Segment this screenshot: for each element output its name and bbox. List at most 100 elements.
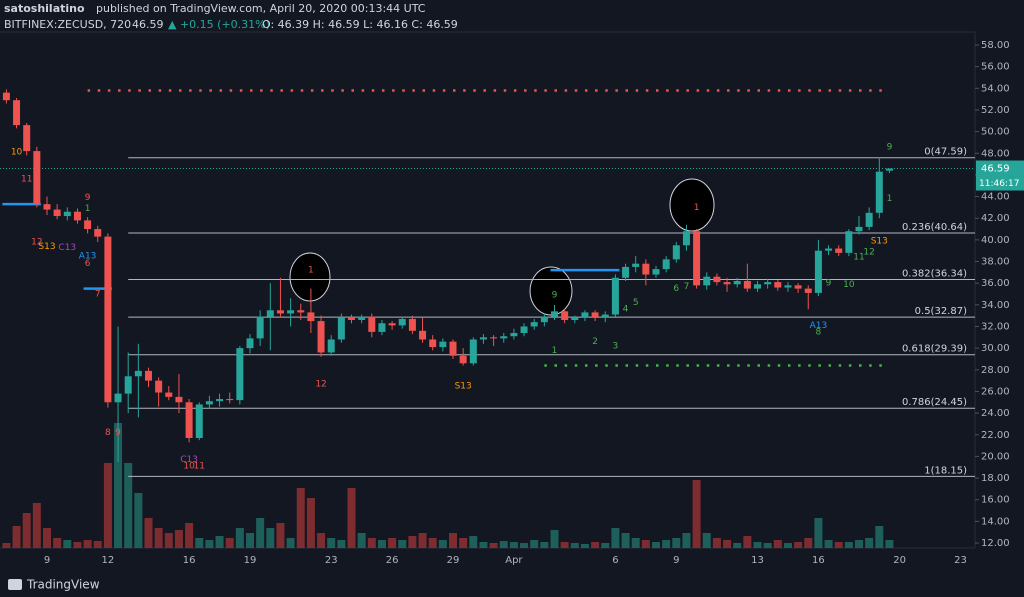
volume-bar [154,528,163,548]
published: published on TradingView.com, April 20, … [96,2,426,15]
td-label: 4 [623,305,629,315]
candle-body [794,285,802,289]
candle-body [743,281,751,289]
candle-body [693,231,701,286]
td-label: 9 [552,291,558,301]
price-change: ▲ +0.15 (+0.31%) [168,18,270,31]
volume-bar [144,518,153,548]
td-label: 11 [853,253,864,263]
candle-body [784,285,792,288]
y-tick-label: 34.00 [981,300,1010,311]
brand: TradingView [26,578,100,592]
countdown-label: 11:46:17 [979,179,1019,189]
td-label: 7 [95,290,101,300]
y-tick-label: 48.00 [981,148,1010,159]
y-tick-label: 26.00 [981,386,1010,397]
candle-body [358,316,366,320]
volume-bar [367,538,376,548]
volume-bar [601,543,610,548]
td-label: 10 [183,462,195,472]
candle-body [469,339,477,364]
y-tick-label: 12.00 [981,538,1010,549]
y-tick-label: 14.00 [981,516,1010,527]
candle-body [276,310,284,314]
volume-bar [712,538,721,548]
candle-body [287,310,295,314]
td-label: 6 [85,259,91,269]
volume-bar [804,538,813,548]
volume-bar [753,542,762,548]
x-tick-label: 26 [386,555,399,566]
td-label: S13 [871,236,888,246]
volume-bar [235,528,244,548]
volume-bar [347,488,356,548]
volume-bar [814,518,823,548]
td-label: 12 [315,379,326,389]
fib-label: 0.236(40.64) [902,222,967,233]
td-label: C13 [180,455,198,465]
volume-bar [418,533,427,548]
y-tick-label: 58.00 [981,40,1010,51]
td-label: 12 [31,238,42,248]
candle-body [804,288,812,293]
candle-body [43,204,51,210]
fib-label: 0.382(36.34) [902,268,967,279]
candle-body [297,310,305,313]
x-tick-label: 23 [954,555,967,566]
volume-bar [885,540,894,548]
x-tick-label: 6 [612,555,618,566]
candle-body [571,317,579,320]
volume-bar [449,533,457,548]
volume-bar [256,518,265,548]
volume-bar [865,538,874,548]
candle-body [114,393,122,403]
candle-body [145,370,152,381]
volume-bar [246,533,254,548]
volume-bar [855,540,863,548]
candle-body [2,92,10,101]
candle-body [611,277,619,315]
y-tick-label: 32.00 [981,321,1010,332]
candle-body [439,341,447,348]
volume-bar [621,533,630,548]
volume-bar [195,538,204,548]
volume-bar [398,540,407,548]
x-tick-label: 29 [447,555,460,566]
y-tick-label: 38.00 [981,257,1010,268]
logo: TradingView [8,578,100,592]
volume-bar [530,540,539,548]
candle-body [104,236,112,403]
candle-body [236,348,244,401]
td-label: 1 [552,346,558,356]
candle-body [317,321,325,353]
volume-bar [702,533,711,548]
td-label: 9 [85,193,91,203]
td-label: 10 [11,148,23,158]
y-tick-label: 20.00 [981,451,1010,462]
td-label: 8 [105,428,111,438]
candle-body [551,311,558,317]
volume-bar [174,530,183,548]
candle-body [774,282,782,288]
td-label: 2 [592,337,598,347]
volume-bar [834,542,843,548]
td-label: 1 [308,266,314,276]
volume-bar [641,540,650,548]
candle-body [825,248,833,251]
candle-body [195,404,203,439]
author: satoshilatino [4,2,85,15]
candle-body [378,323,386,332]
volume-bar [185,523,194,548]
volume-bar [469,536,478,548]
volume-bar [509,542,518,548]
x-tick-label: 20 [893,555,906,566]
volume-bar [83,540,92,548]
volume-bar [266,528,275,548]
candle-body [419,330,427,340]
candle-body [216,399,224,402]
candle-body [754,284,761,289]
candle-body [581,312,589,318]
td-label: 9 [115,428,121,438]
x-tick-label: 19 [244,555,257,566]
